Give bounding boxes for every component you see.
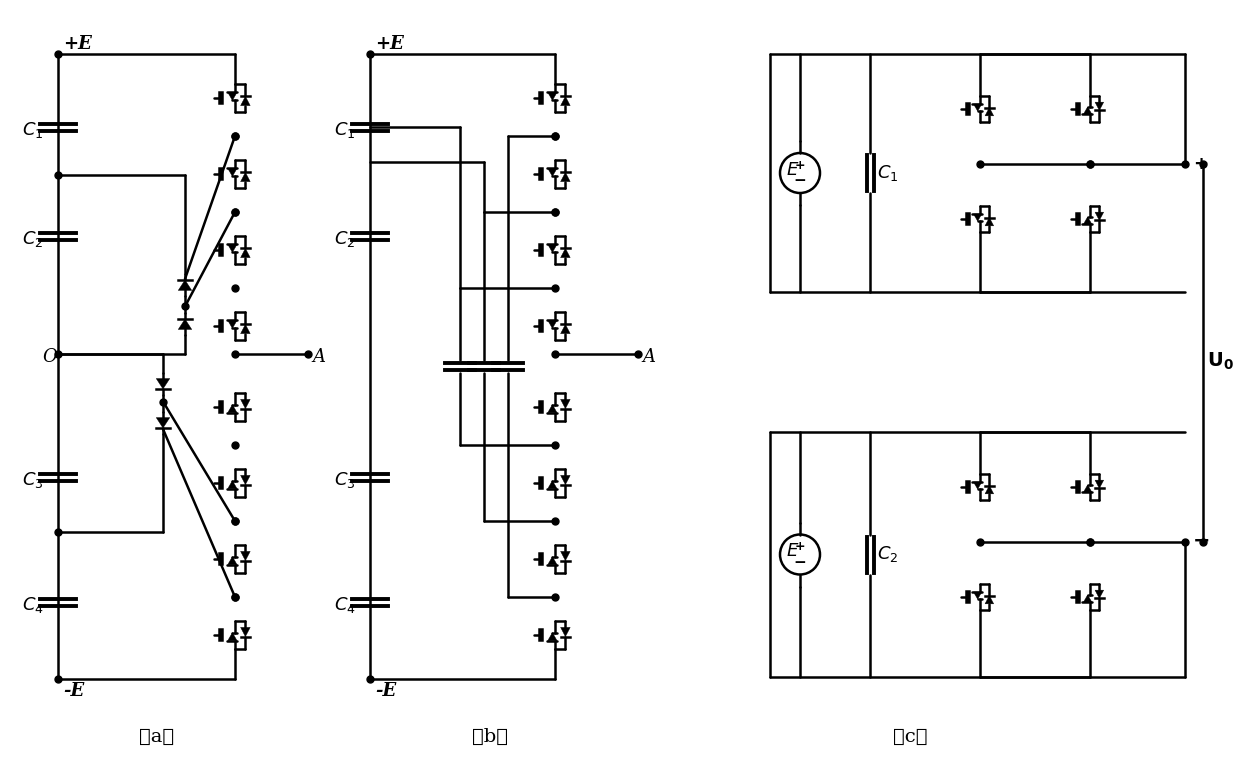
Polygon shape bbox=[560, 249, 570, 258]
Text: +: + bbox=[1193, 155, 1208, 173]
Text: +: + bbox=[795, 540, 805, 554]
Text: $C_4$: $C_4$ bbox=[334, 595, 356, 615]
Polygon shape bbox=[179, 319, 192, 330]
Polygon shape bbox=[1084, 485, 1091, 492]
Polygon shape bbox=[156, 378, 170, 389]
Text: $E$: $E$ bbox=[786, 161, 800, 179]
Polygon shape bbox=[560, 96, 570, 106]
Polygon shape bbox=[548, 481, 557, 489]
Polygon shape bbox=[228, 557, 237, 564]
Polygon shape bbox=[548, 405, 557, 412]
Polygon shape bbox=[228, 481, 237, 489]
Polygon shape bbox=[1095, 212, 1104, 221]
Polygon shape bbox=[241, 96, 250, 106]
Text: （c）: （c） bbox=[893, 728, 928, 746]
Polygon shape bbox=[156, 418, 170, 428]
Polygon shape bbox=[548, 168, 557, 176]
Polygon shape bbox=[228, 168, 237, 176]
Polygon shape bbox=[1084, 595, 1091, 602]
Polygon shape bbox=[241, 324, 250, 334]
Text: $C_4$: $C_4$ bbox=[22, 595, 43, 615]
Text: -E: -E bbox=[63, 682, 84, 700]
Polygon shape bbox=[985, 107, 993, 116]
Polygon shape bbox=[241, 476, 250, 485]
Polygon shape bbox=[548, 320, 557, 328]
Text: $C_3$: $C_3$ bbox=[334, 470, 356, 490]
Text: $E$: $E$ bbox=[786, 543, 800, 560]
Text: +: + bbox=[795, 159, 805, 172]
Text: -E: -E bbox=[374, 682, 397, 700]
Polygon shape bbox=[560, 172, 570, 181]
Text: （a）: （a） bbox=[139, 728, 175, 746]
Text: +E: +E bbox=[63, 35, 92, 53]
Polygon shape bbox=[973, 482, 982, 489]
Polygon shape bbox=[241, 628, 250, 637]
Text: $C_1$: $C_1$ bbox=[334, 120, 356, 140]
Polygon shape bbox=[241, 249, 250, 258]
Text: −: − bbox=[794, 554, 806, 570]
Text: A: A bbox=[312, 348, 325, 366]
Polygon shape bbox=[228, 405, 237, 412]
Polygon shape bbox=[548, 245, 557, 252]
Polygon shape bbox=[985, 218, 993, 226]
Polygon shape bbox=[560, 551, 570, 560]
Text: −: − bbox=[1193, 531, 1210, 551]
Polygon shape bbox=[548, 93, 557, 100]
Polygon shape bbox=[560, 324, 570, 334]
Polygon shape bbox=[1084, 107, 1091, 114]
Polygon shape bbox=[241, 172, 250, 181]
Polygon shape bbox=[228, 93, 237, 100]
Text: $C_2$: $C_2$ bbox=[334, 229, 356, 249]
Polygon shape bbox=[548, 557, 557, 564]
Polygon shape bbox=[560, 476, 570, 485]
Polygon shape bbox=[228, 320, 237, 328]
Text: $C_1$: $C_1$ bbox=[877, 163, 899, 183]
Text: +E: +E bbox=[374, 35, 404, 53]
Polygon shape bbox=[179, 280, 192, 290]
Text: （b）: （b） bbox=[472, 728, 508, 746]
Polygon shape bbox=[1084, 217, 1091, 224]
Polygon shape bbox=[228, 245, 237, 252]
Polygon shape bbox=[241, 551, 250, 560]
Polygon shape bbox=[560, 628, 570, 637]
Polygon shape bbox=[985, 595, 993, 604]
Polygon shape bbox=[1095, 480, 1104, 489]
Polygon shape bbox=[973, 214, 982, 221]
Polygon shape bbox=[548, 632, 557, 641]
Text: $\mathbf{U_0}$: $\mathbf{U_0}$ bbox=[1207, 350, 1234, 371]
Polygon shape bbox=[985, 486, 993, 494]
Text: −: − bbox=[794, 173, 806, 188]
Polygon shape bbox=[228, 632, 237, 641]
Polygon shape bbox=[973, 592, 982, 599]
Text: $C_1$: $C_1$ bbox=[22, 120, 43, 140]
Polygon shape bbox=[1095, 590, 1104, 598]
Text: $C_2$: $C_2$ bbox=[877, 544, 898, 564]
Polygon shape bbox=[560, 399, 570, 408]
Text: $C_3$: $C_3$ bbox=[22, 470, 43, 490]
Polygon shape bbox=[973, 104, 982, 111]
Text: $C_2$: $C_2$ bbox=[22, 229, 43, 249]
Polygon shape bbox=[241, 399, 250, 408]
Polygon shape bbox=[1095, 102, 1104, 110]
Text: A: A bbox=[642, 348, 655, 366]
Text: O: O bbox=[42, 348, 57, 366]
